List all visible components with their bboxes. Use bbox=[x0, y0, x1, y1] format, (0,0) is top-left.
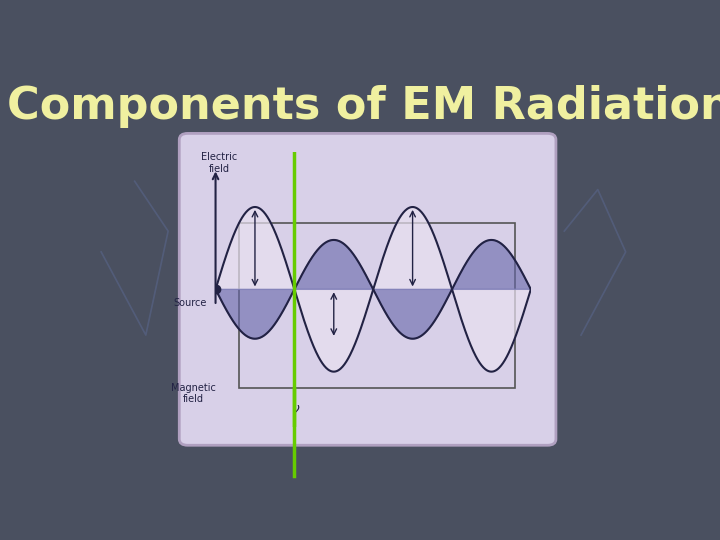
Text: Components of EM Radiation: Components of EM Radiation bbox=[6, 85, 720, 128]
FancyBboxPatch shape bbox=[179, 133, 556, 446]
